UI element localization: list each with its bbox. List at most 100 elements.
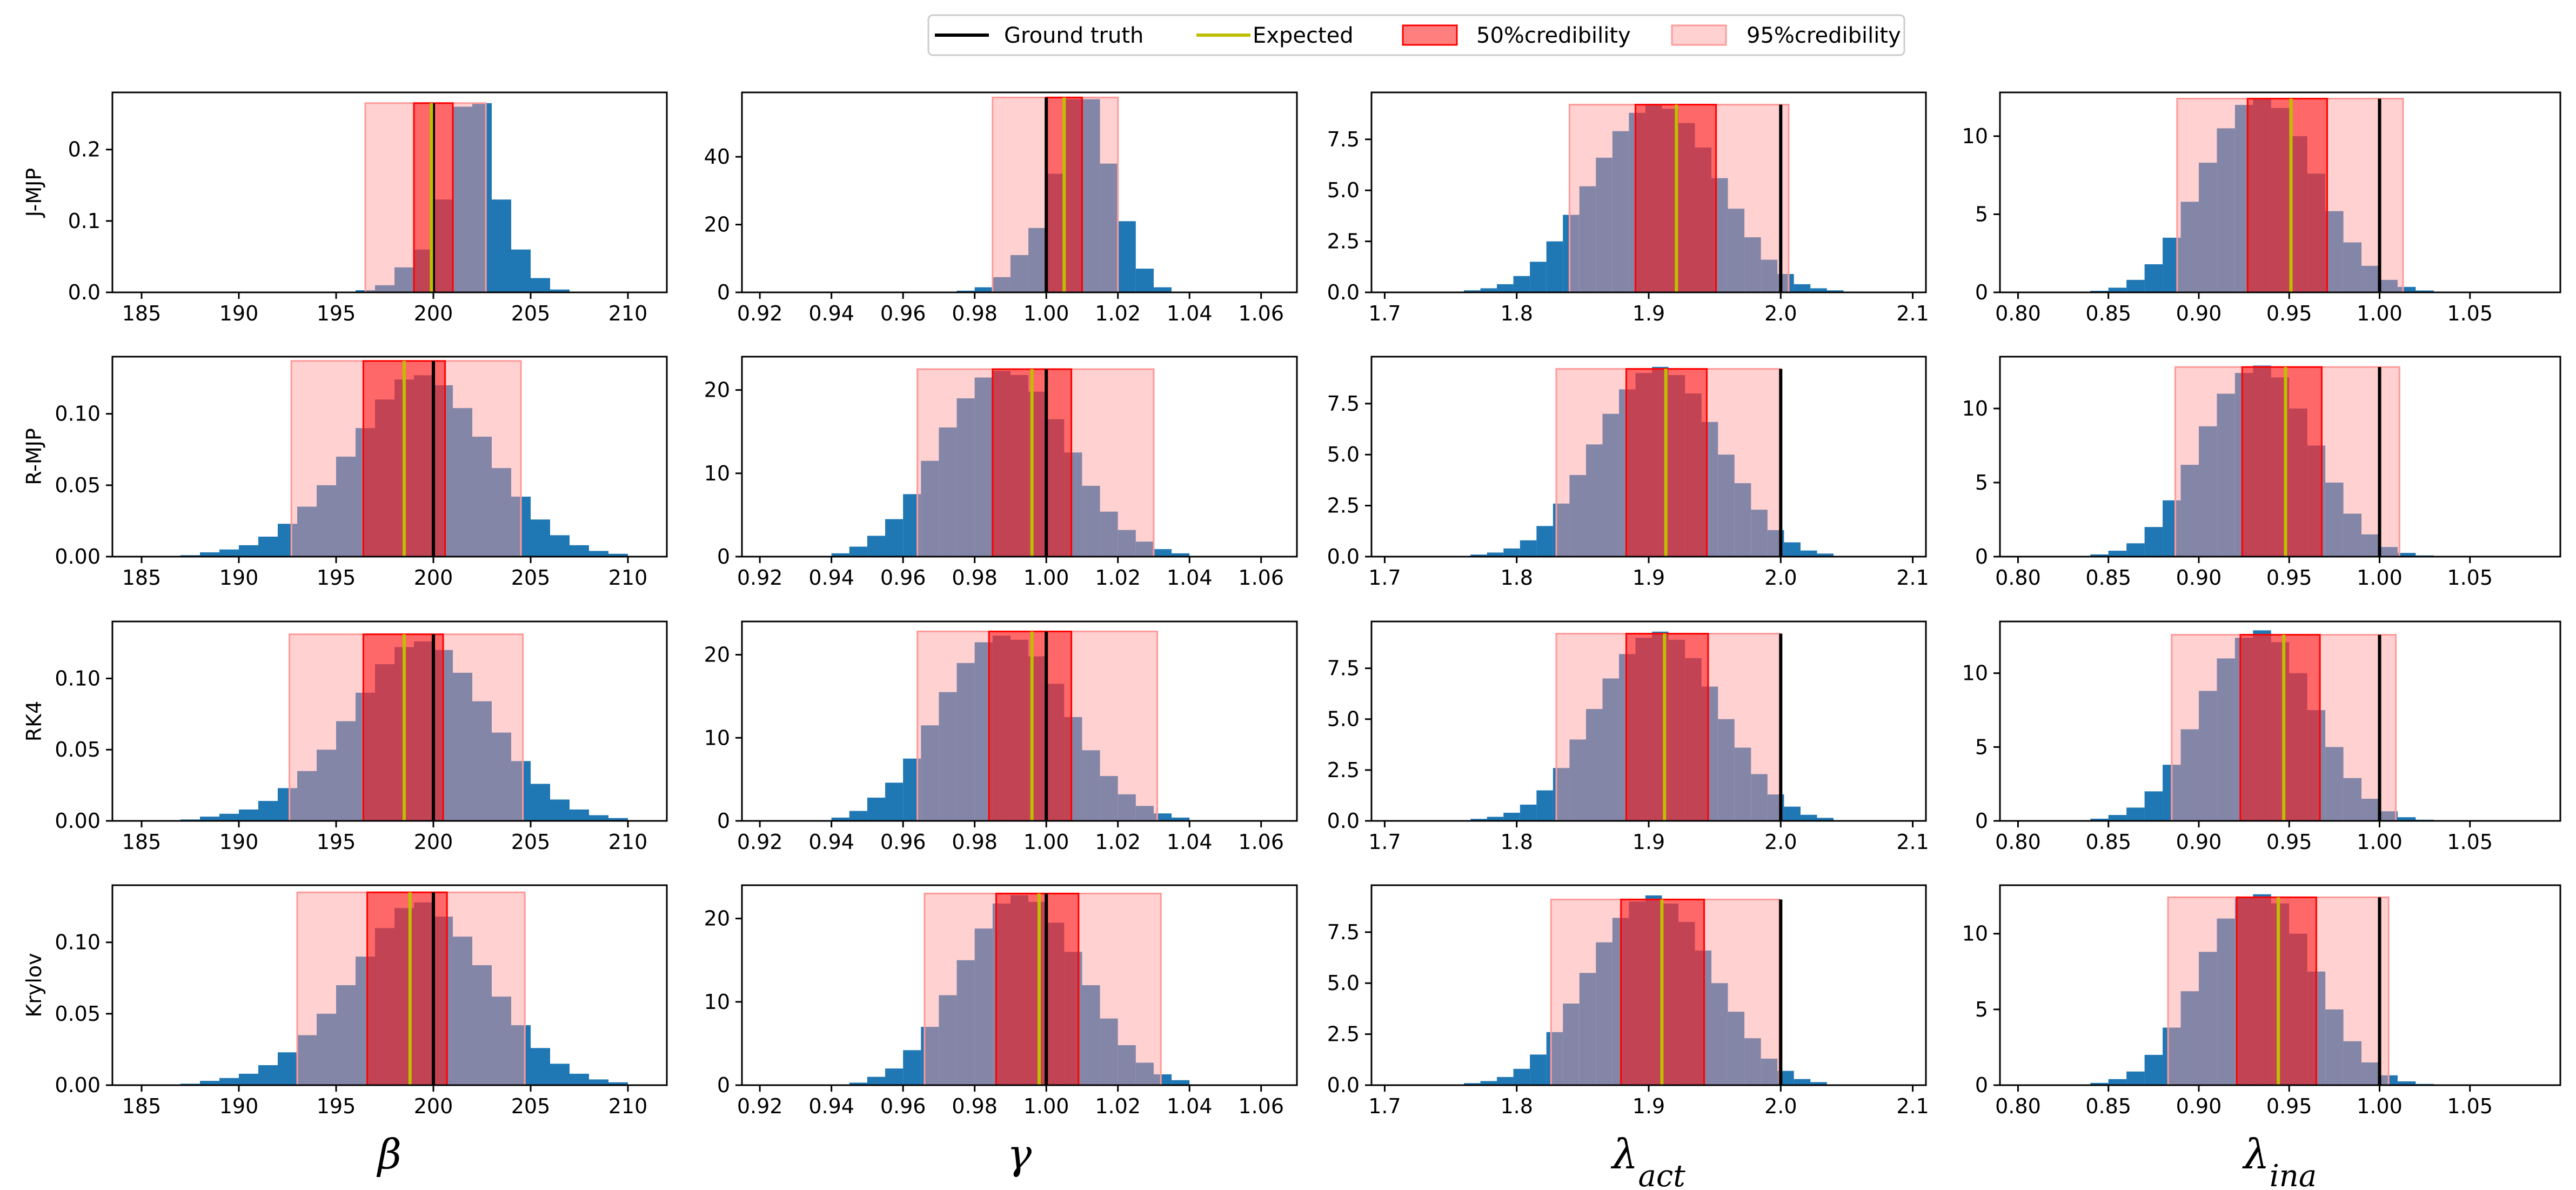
hist-bar	[885, 519, 904, 557]
cred50-band	[2239, 634, 2321, 821]
hist-bar	[1480, 1081, 1497, 1085]
hist-bar	[1718, 719, 1735, 821]
x-tick-label: 1.04	[1167, 302, 1213, 325]
axes-frame	[111, 620, 668, 822]
x-tick-label: 205	[511, 830, 551, 854]
hist-bar	[2126, 807, 2145, 821]
hist-bar	[2361, 265, 2380, 292]
param-label-2: λact	[1610, 1130, 1685, 1190]
hist-bar	[2325, 747, 2344, 821]
hist-bar	[608, 818, 628, 821]
row-label-rk4: RK4	[22, 701, 46, 742]
hist-bar	[278, 1052, 297, 1085]
x-tick-label: 210	[608, 566, 648, 590]
y-tick-label: 5	[1975, 998, 1988, 1021]
hist-bar	[2180, 991, 2199, 1085]
hist-bar	[1718, 454, 1735, 557]
hist-bar	[531, 278, 550, 292]
y-tick-label: 7.5	[1327, 128, 1360, 151]
y-tick-label: 0	[717, 1073, 730, 1097]
hist-bar	[1172, 1080, 1190, 1085]
y-tick-label: 0.0	[68, 280, 101, 304]
y-tick-label: 0.0	[1327, 280, 1360, 304]
x-tick-label: 1.9	[1632, 830, 1665, 854]
hist-bar	[849, 546, 867, 557]
x-tick-label: 1.04	[1167, 566, 1213, 590]
hist-bar	[492, 199, 511, 292]
hist-bar	[1744, 1038, 1761, 1085]
x-tick-label: 1.05	[2447, 566, 2493, 590]
x-tick-label: 0.94	[808, 830, 854, 854]
hist-bar	[1569, 474, 1586, 557]
hist-bar	[1728, 1012, 1745, 1085]
hist-bar	[589, 1079, 608, 1085]
x-tick-label: 1.04	[1167, 1094, 1213, 1118]
hist-bar	[1513, 276, 1530, 292]
x-tick-label: 195	[317, 830, 356, 854]
hist-bar	[317, 1013, 336, 1085]
y-tick-label: 0.00	[55, 809, 101, 833]
hist-bar	[511, 1025, 531, 1085]
hist-bar	[1563, 1003, 1580, 1085]
hist-bar	[317, 485, 336, 557]
x-tick-label: 1.9	[1632, 302, 1665, 325]
x-tick-label: 0.85	[2085, 1094, 2131, 1118]
y-tick-label: 0.00	[55, 1073, 101, 1097]
hist-bar	[219, 813, 239, 821]
legend-swatch-cred95	[1671, 24, 1727, 46]
hist-bar	[1810, 288, 1827, 292]
hist-bar	[608, 553, 628, 557]
hist-bar	[492, 732, 511, 821]
hist-bar	[2126, 543, 2145, 557]
y-tick-label: 5	[1975, 471, 1988, 494]
hist-bar	[2343, 778, 2362, 821]
x-tick-label: 0.96	[880, 830, 926, 854]
x-tick-label: 0.92	[737, 302, 783, 325]
hist-bar	[2343, 242, 2362, 292]
hist-bar	[956, 290, 975, 292]
hist-bar	[1135, 541, 1154, 557]
y-tick-label: 7.5	[1327, 657, 1360, 680]
x-tick-label: 0.94	[808, 566, 854, 590]
x-tick-label: 185	[122, 830, 162, 854]
hist-bar	[939, 692, 957, 821]
hist-bar	[885, 1068, 904, 1085]
x-tick-label: 1.00	[1023, 830, 1069, 854]
panel-krylov-2: 1.7 1.8 1.9 2.0 2.1 0.0 2.5 5.0 7.5	[1327, 884, 1929, 1118]
x-tick-label: 1.7	[1368, 302, 1401, 325]
x-tick-label: 1.02	[1095, 566, 1141, 590]
hist-bar	[297, 506, 317, 557]
x-tick-label: 210	[608, 830, 648, 854]
legend-item-expected: Expected	[1196, 23, 1354, 48]
hist-bar	[849, 811, 867, 821]
hist-bar	[1497, 284, 1514, 292]
x-tick-label: 185	[122, 302, 162, 325]
hist-bar	[1100, 511, 1118, 557]
hist-bar	[974, 377, 993, 557]
hist-bar	[1612, 131, 1629, 292]
hist-bar	[1800, 550, 1817, 557]
hist-bar	[1585, 444, 1603, 557]
cred50-band	[366, 891, 448, 1085]
hist-bar	[297, 1035, 317, 1085]
hist-bar	[472, 701, 492, 821]
y-tick-label: 2.5	[1327, 758, 1360, 782]
y-tick-label: 5	[1975, 735, 1988, 759]
hist-bar	[1711, 983, 1728, 1085]
x-tick-label: 0.96	[880, 566, 926, 590]
hist-bar	[2144, 527, 2163, 557]
x-tick-label: 1.06	[1238, 566, 1284, 590]
x-tick-label: 2.0	[1764, 1094, 1797, 1118]
x-tick-label: 1.00	[1023, 566, 1069, 590]
hist-bar	[1530, 262, 1547, 292]
x-tick-label: 185	[122, 1094, 162, 1118]
hist-bar	[1744, 237, 1761, 292]
x-tick-label: 0.85	[2085, 566, 2131, 590]
hist-bar	[1153, 287, 1172, 292]
hist-bar	[2163, 500, 2181, 557]
x-tick-label: 195	[317, 302, 356, 325]
x-tick-label: 2.1	[1896, 302, 1929, 325]
hist-bar	[1784, 806, 1801, 821]
